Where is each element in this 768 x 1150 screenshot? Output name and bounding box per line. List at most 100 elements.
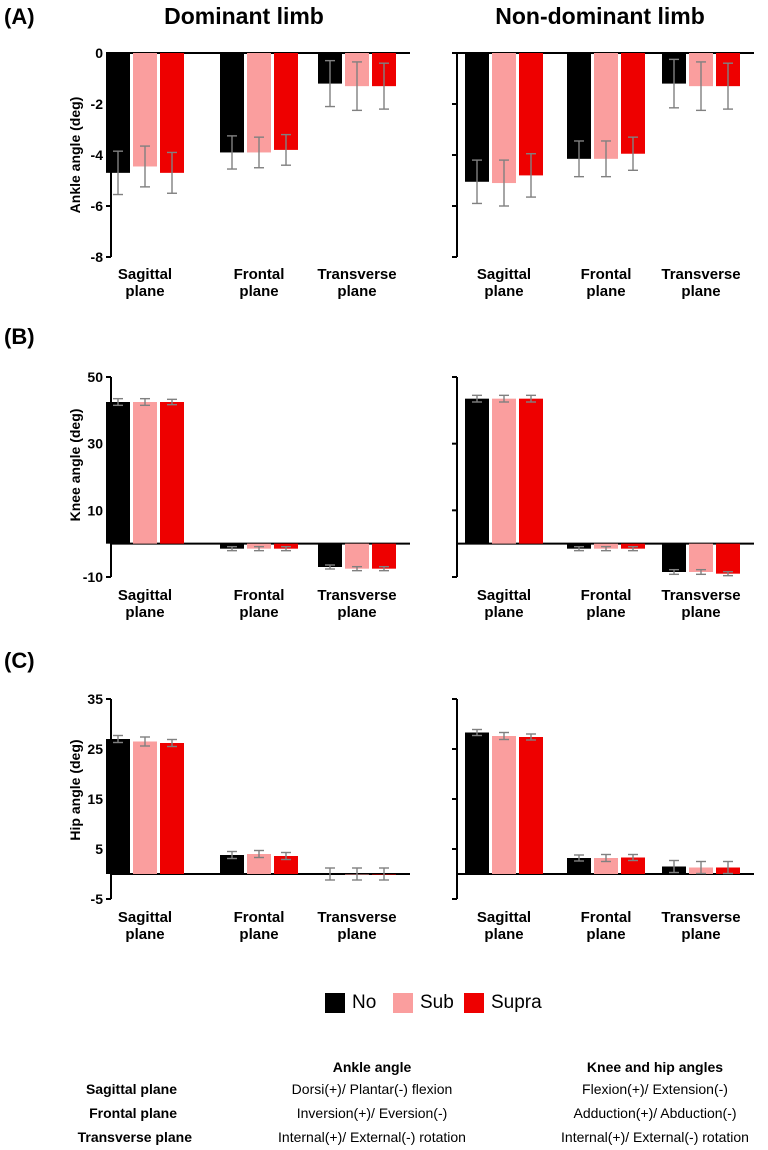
category-label-line: plane [681, 604, 720, 621]
category-label-line: Sagittal [118, 909, 172, 926]
category-label: Frontal plane [581, 909, 632, 943]
footnote-ankle-transverse: Internal(+)/ External(-) rotation [278, 1129, 466, 1145]
bar-no [220, 855, 244, 874]
category-label-line: plane [484, 283, 523, 300]
y-tick-label: 0 [95, 45, 103, 61]
category-label: Sagittal plane [118, 909, 172, 943]
category-label-line: Frontal [234, 587, 285, 604]
y-tick-label: 15 [87, 791, 103, 807]
category-label: Sagittal plane [477, 266, 531, 300]
category-label: Sagittal plane [118, 266, 172, 300]
legend-swatch-supra [464, 993, 484, 1013]
category-label-line: plane [484, 926, 523, 943]
category-label-line: Transverse [661, 266, 740, 283]
category-label-line: plane [337, 604, 376, 621]
category-label: Frontal plane [581, 587, 632, 621]
panel-label-a: (A) [4, 4, 35, 29]
bar-no [465, 398, 489, 544]
bar-no [567, 858, 591, 874]
category-label-line: plane [586, 283, 625, 300]
footnote-plane-frontal: Frontal plane [89, 1105, 177, 1121]
bar-supra [160, 402, 184, 544]
legend-label-no: No [352, 992, 377, 1013]
bar-sub [492, 736, 516, 874]
bar-no [106, 739, 130, 874]
panel-label-b: (B) [4, 324, 35, 349]
category-label: Transverse plane [661, 266, 740, 300]
category-label-line: plane [337, 926, 376, 943]
bar-supra [372, 543, 396, 569]
category-label-line: plane [586, 926, 625, 943]
category-label-line: Sagittal [118, 266, 172, 283]
category-label-line: Transverse [661, 909, 740, 926]
category-label: Transverse plane [317, 587, 396, 621]
legend-item-no: No [325, 992, 376, 1014]
y-tick-label: -5 [91, 891, 104, 907]
category-label-line: Frontal [234, 266, 285, 283]
legend-swatch-no [325, 993, 345, 1013]
category-label-line: Sagittal [477, 909, 531, 926]
category-label-line: plane [125, 283, 164, 300]
y-axis-title: Knee angle (deg) [67, 409, 83, 522]
y-tick-label: -2 [91, 96, 104, 112]
category-label-line: plane [239, 926, 278, 943]
category-label: Sagittal plane [477, 909, 531, 943]
category-label-line: Transverse [317, 266, 396, 283]
bar-supra [519, 737, 543, 874]
category-label-line: Frontal [581, 266, 632, 283]
footnote-kneehip-transverse: Internal(+)/ External(-) rotation [561, 1129, 749, 1145]
y-tick-label: 10 [87, 502, 103, 518]
y-axis-title: Ankle angle (deg) [67, 97, 83, 214]
y-tick-label: 30 [87, 436, 103, 452]
bar-supra [160, 743, 184, 874]
bar-no [465, 732, 489, 874]
category-label-line: plane [681, 283, 720, 300]
bar-supra [716, 543, 740, 574]
category-label-line: Frontal [581, 587, 632, 604]
footnote-ankle-frontal: Inversion(+)/ Eversion(-) [296, 1105, 448, 1121]
y-tick-label: 50 [87, 369, 103, 385]
bar-supra [274, 53, 298, 150]
category-label: Frontal plane [234, 266, 285, 300]
category-label: Frontal plane [234, 909, 285, 943]
category-label-line: Frontal [234, 909, 285, 926]
category-label-line: Transverse [317, 909, 396, 926]
footnote-kneehip-frontal: Adduction(+)/ Abduction(-) [573, 1105, 737, 1121]
y-tick-label: 35 [87, 691, 103, 707]
bar-sub [133, 402, 157, 544]
legend-label-supra: Supra [491, 992, 542, 1013]
category-label: Transverse plane [661, 587, 740, 621]
category-label-line: plane [484, 604, 523, 621]
y-tick-label: 25 [87, 741, 103, 757]
y-tick-label: -10 [83, 569, 103, 585]
category-label-line: plane [681, 926, 720, 943]
bar-supra [621, 857, 645, 874]
bar-sub [594, 858, 618, 874]
category-label-line: Transverse [317, 587, 396, 604]
bar-supra [519, 398, 543, 544]
category-label-line: plane [586, 604, 625, 621]
footnote-header-ankle: Ankle angle [332, 1059, 412, 1075]
category-label: Frontal plane [581, 266, 632, 300]
category-label: Transverse plane [317, 909, 396, 943]
category-label-line: plane [239, 604, 278, 621]
footnote-plane-sagittal: Sagittal plane [85, 1081, 177, 1097]
footnote-plane-transverse: Transverse plane [77, 1129, 192, 1145]
legend-swatch-sub [393, 993, 413, 1013]
footnote-header-kneehip: Knee and hip angles [586, 1059, 724, 1075]
footnote-ankle-sagittal: Dorsi(+)/ Plantar(-) flexion [291, 1081, 453, 1097]
category-label-line: plane [125, 604, 164, 621]
header-dominant: Dominant limb [164, 3, 324, 29]
category-label-line: Sagittal [118, 587, 172, 604]
footnote-kneehip-sagittal: Flexion(+)/ Extension(-) [582, 1081, 728, 1097]
bar-no [662, 543, 686, 572]
category-label-line: Sagittal [477, 266, 531, 283]
